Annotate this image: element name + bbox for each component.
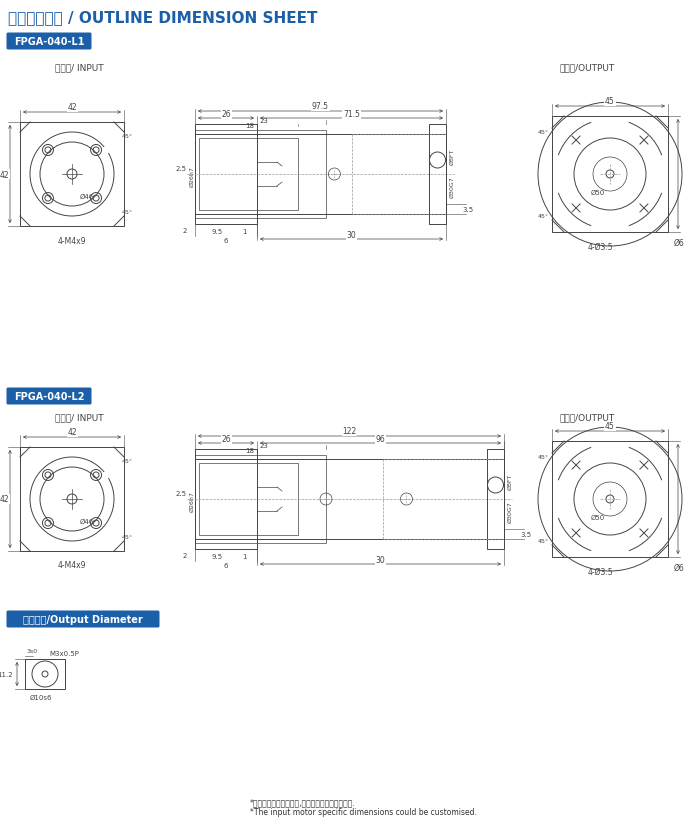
Text: 23: 23 xyxy=(259,118,268,124)
Text: 45°: 45° xyxy=(122,134,133,139)
Text: 122: 122 xyxy=(343,427,356,436)
Text: 6: 6 xyxy=(224,563,228,568)
Text: 45°: 45° xyxy=(122,535,133,540)
Text: 26: 26 xyxy=(221,110,231,119)
Text: 1: 1 xyxy=(242,229,247,235)
Text: 45°: 45° xyxy=(122,210,133,215)
Text: 9.5: 9.5 xyxy=(211,554,222,559)
Text: 4-M4x9: 4-M4x9 xyxy=(57,236,86,245)
FancyBboxPatch shape xyxy=(7,34,92,51)
Bar xyxy=(195,455,326,543)
Text: 45: 45 xyxy=(605,97,615,106)
Text: 30: 30 xyxy=(347,231,356,240)
Text: 96: 96 xyxy=(376,434,385,443)
FancyBboxPatch shape xyxy=(7,611,159,627)
Bar xyxy=(195,135,446,215)
Bar xyxy=(552,117,668,233)
Text: 輸出端/OUTPUT: 輸出端/OUTPUT xyxy=(560,413,615,422)
Text: 42: 42 xyxy=(0,495,9,504)
Text: 輸出端/OUTPUT: 輸出端/OUTPUT xyxy=(560,63,615,72)
Text: 18: 18 xyxy=(245,123,254,129)
Bar xyxy=(199,464,298,536)
Text: 42: 42 xyxy=(67,428,77,437)
Text: 45°: 45° xyxy=(538,539,549,544)
Text: 30: 30 xyxy=(376,555,385,564)
Text: 45°: 45° xyxy=(122,459,133,464)
Bar xyxy=(25,659,65,689)
Bar xyxy=(20,447,124,551)
Text: 42: 42 xyxy=(0,170,9,179)
Text: 6: 6 xyxy=(224,238,228,244)
Text: 45°: 45° xyxy=(538,130,549,135)
Text: 45: 45 xyxy=(605,422,615,431)
Text: 2: 2 xyxy=(183,552,187,559)
Text: Ø50: Ø50 xyxy=(591,190,605,196)
Text: 4-Ø3.5: 4-Ø3.5 xyxy=(587,567,613,576)
Bar xyxy=(195,450,257,550)
Text: 2.5: 2.5 xyxy=(176,491,187,496)
Text: 42: 42 xyxy=(67,103,77,112)
Text: 3.5: 3.5 xyxy=(520,532,531,537)
Text: 外形尺寸圖表 / OUTLINE DIMENSION SHEET: 外形尺寸圖表 / OUTLINE DIMENSION SHEET xyxy=(8,10,317,25)
Text: Ø46: Ø46 xyxy=(80,518,94,524)
Text: 2: 2 xyxy=(183,228,187,233)
Text: 45°: 45° xyxy=(538,215,549,219)
Text: Ø10s6: Ø10s6 xyxy=(29,695,52,700)
Text: Ø46: Ø46 xyxy=(80,194,94,200)
Bar xyxy=(195,459,504,540)
Text: Ø26h7: Ø26h7 xyxy=(189,166,194,188)
Text: Ø30G7: Ø30G7 xyxy=(449,176,454,197)
Text: 71.5: 71.5 xyxy=(343,110,360,119)
Text: 2.5: 2.5 xyxy=(176,165,187,172)
Text: 18: 18 xyxy=(245,447,254,454)
Text: 輸入端/ INPUT: 輸入端/ INPUT xyxy=(55,63,103,72)
Text: Ø50: Ø50 xyxy=(591,514,605,520)
Text: Ø30G7: Ø30G7 xyxy=(508,500,512,523)
Text: *輸入馬達連接板之尺寸,可根據客戶要求單獨定做.: *輸入馬達連接板之尺寸,可根據客戶要求單獨定做. xyxy=(250,797,356,806)
Text: 4-Ø3.5: 4-Ø3.5 xyxy=(587,242,613,251)
Text: Ø26h7: Ø26h7 xyxy=(189,491,194,512)
Bar xyxy=(487,450,504,550)
Text: Ø60: Ø60 xyxy=(674,563,684,572)
Bar xyxy=(552,441,668,557)
Bar xyxy=(195,124,257,224)
Text: 9.5: 9.5 xyxy=(211,229,222,235)
Bar xyxy=(199,139,298,210)
Text: Ø60: Ø60 xyxy=(674,238,684,247)
Text: *The input motor specific dimensions could be customised.: *The input motor specific dimensions cou… xyxy=(250,807,477,816)
Text: FPGA-040-L2: FPGA-040-L2 xyxy=(14,391,84,401)
Text: Ø8FT: Ø8FT xyxy=(508,473,512,490)
Text: 11.2: 11.2 xyxy=(0,672,13,677)
Text: 輸出軸徑/Output Diameter: 輸出軸徑/Output Diameter xyxy=(23,614,143,624)
Text: Ø8FT: Ø8FT xyxy=(449,149,454,165)
Text: 4-M4x9: 4-M4x9 xyxy=(57,561,86,570)
Text: 1: 1 xyxy=(242,554,247,559)
Text: 45°: 45° xyxy=(538,455,549,460)
Text: 97.5: 97.5 xyxy=(312,102,329,111)
Text: 3s0: 3s0 xyxy=(27,649,38,654)
Text: 23: 23 xyxy=(259,442,268,449)
Text: 26: 26 xyxy=(221,434,231,443)
Text: FPGA-040-L1: FPGA-040-L1 xyxy=(14,37,84,47)
Bar xyxy=(20,123,124,227)
FancyBboxPatch shape xyxy=(7,388,92,405)
Text: 輸入端/ INPUT: 輸入端/ INPUT xyxy=(55,413,103,422)
Bar xyxy=(195,131,326,219)
Bar xyxy=(429,124,446,224)
Text: M3x0.5P: M3x0.5P xyxy=(49,650,79,656)
Text: 3.5: 3.5 xyxy=(462,206,473,213)
